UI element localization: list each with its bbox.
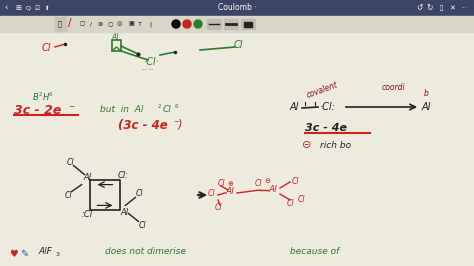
Text: (3c - 4e: (3c - 4e — [118, 118, 168, 131]
Text: ·· ··: ·· ·· — [142, 67, 154, 73]
Text: ···: ··· — [461, 6, 466, 10]
Text: −: − — [173, 119, 179, 125]
Text: ⊕: ⊕ — [227, 181, 233, 187]
Bar — [244, 22, 252, 27]
Text: ⊖: ⊖ — [264, 178, 270, 184]
Text: covalent: covalent — [305, 80, 339, 100]
Text: H: H — [43, 93, 49, 102]
Text: −: − — [68, 102, 74, 111]
Text: AlF: AlF — [38, 247, 52, 256]
Text: Al: Al — [225, 188, 234, 197]
Text: ): ) — [178, 118, 182, 131]
Bar — [0, 0, 474, 16]
Text: ⊞: ⊞ — [15, 5, 21, 11]
Text: because of: because of — [290, 247, 339, 256]
Text: Al: Al — [83, 173, 91, 182]
Text: does not dimerise: does not dimerise — [105, 247, 186, 256]
Text: ↺: ↺ — [416, 3, 422, 13]
Bar — [241, 19, 255, 29]
Text: Al: Al — [422, 102, 431, 112]
Text: ◎: ◎ — [116, 22, 122, 27]
Text: rich bo: rich bo — [320, 140, 351, 149]
Text: ♥: ♥ — [9, 249, 18, 259]
Text: ○: ○ — [107, 22, 113, 27]
Text: Coulomb ·: Coulomb · — [218, 3, 256, 13]
Text: |: | — [149, 21, 151, 27]
Text: 6: 6 — [175, 105, 179, 110]
Text: Al: Al — [290, 102, 300, 112]
Text: ⬆: ⬆ — [44, 6, 48, 10]
Bar — [224, 19, 238, 29]
Text: ‹: ‹ — [4, 3, 8, 13]
Text: coordi: coordi — [382, 84, 406, 93]
Text: Cl: Cl — [65, 191, 73, 200]
Text: 3c - 2e: 3c - 2e — [14, 103, 61, 117]
Text: Cl:: Cl: — [118, 171, 129, 180]
Text: Al: Al — [268, 185, 277, 194]
Text: B: B — [33, 93, 39, 102]
Circle shape — [172, 20, 180, 28]
Text: T: T — [138, 22, 142, 27]
Text: ·Cl:: ·Cl: — [320, 102, 336, 112]
Text: but  in  Al: but in Al — [100, 106, 143, 114]
Text: Al: Al — [120, 208, 128, 217]
Text: 3: 3 — [56, 252, 60, 257]
Text: :Cl: :Cl — [82, 210, 93, 219]
Text: ◻: ◻ — [79, 22, 85, 27]
Text: 𝄜: 𝄜 — [58, 21, 62, 27]
Text: ▣: ▣ — [128, 22, 134, 27]
Text: /: / — [68, 18, 72, 28]
Text: ↻: ↻ — [427, 3, 433, 13]
Text: ⊝: ⊝ — [302, 140, 311, 150]
Text: ✕: ✕ — [449, 5, 455, 11]
Text: b: b — [424, 89, 429, 98]
Text: Cl: Cl — [136, 189, 143, 198]
Text: Cl: Cl — [42, 43, 52, 53]
Text: ✎: ✎ — [20, 249, 28, 259]
Text: Cl: Cl — [139, 221, 146, 230]
Bar — [0, 16, 474, 32]
Text: Cl: Cl — [208, 189, 215, 197]
Text: Q: Q — [26, 6, 30, 10]
Text: ☑: ☑ — [35, 6, 39, 10]
Text: 🔒: 🔒 — [439, 5, 443, 11]
Text: Cl: Cl — [163, 106, 172, 114]
Bar — [112, 40, 121, 51]
Text: /: / — [90, 22, 92, 27]
Text: Cl: Cl — [214, 203, 222, 213]
Bar — [207, 19, 221, 29]
Text: Cl: Cl — [255, 178, 263, 188]
Text: 2: 2 — [158, 105, 162, 110]
Text: Cl: Cl — [233, 40, 243, 50]
Text: ·Cl·: ·Cl· — [144, 57, 160, 67]
Text: 3c - 4e: 3c - 4e — [305, 123, 347, 133]
Text: Cl: Cl — [292, 177, 300, 185]
Text: 6: 6 — [49, 93, 53, 98]
Text: Cl: Cl — [287, 198, 294, 207]
Circle shape — [194, 20, 202, 28]
Text: Cl: Cl — [218, 178, 226, 188]
Text: Cl: Cl — [298, 196, 306, 205]
Text: Al: Al — [111, 34, 118, 43]
Text: Cl: Cl — [67, 158, 74, 167]
Text: ⊗: ⊗ — [97, 22, 103, 27]
Bar — [55, 17, 66, 31]
Text: 2: 2 — [39, 93, 43, 98]
Circle shape — [183, 20, 191, 28]
